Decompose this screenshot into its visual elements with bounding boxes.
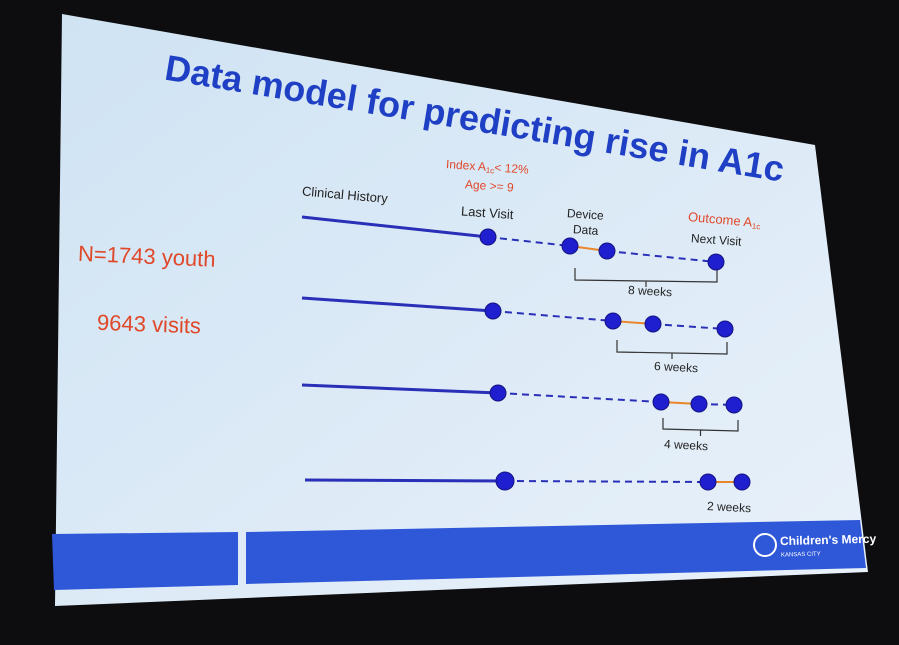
visit-dot (479, 228, 497, 246)
window-bracket (574, 268, 718, 287)
last-visit-label: Last Visit (461, 203, 515, 222)
visit-dot (484, 302, 502, 320)
timelines: 8 weeks 6 weeks 4 weeks 2 weeks (301, 215, 752, 515)
footer-bar-right (246, 520, 866, 584)
visit-dot (495, 471, 515, 491)
visit-dot (561, 237, 579, 255)
visit-dot (690, 395, 708, 413)
gap-line (606, 250, 717, 263)
clinical-history-line (301, 383, 499, 395)
visit-dot (733, 473, 751, 491)
visit-dot (707, 253, 725, 271)
window-bracket (662, 418, 739, 436)
window-label: 4 weeks (664, 437, 709, 453)
footer-bar-left (52, 532, 238, 590)
device-data-label: Device (567, 206, 605, 223)
clinical-history-line (301, 215, 489, 239)
clinical-history-line (304, 478, 506, 483)
logo-name: Children's Mercy (780, 532, 877, 549)
logo-icon (753, 533, 777, 557)
visit-dot (598, 242, 616, 260)
gap-line (504, 480, 709, 483)
visit-dot (652, 393, 670, 411)
window-label: 6 weeks (654, 359, 699, 375)
cohort-size: N=1743 youth (78, 241, 217, 272)
gap-line (652, 323, 726, 330)
visit-dot (716, 320, 734, 338)
window-bracket (616, 340, 728, 359)
device-data-label: Data (573, 222, 600, 238)
window-label: 8 weeks (628, 283, 673, 299)
logo-city: KANSAS CITY (781, 552, 821, 559)
gap-line (497, 392, 662, 403)
window-label: 2 weeks (707, 499, 752, 515)
outcome-label: Outcome A1c (687, 209, 761, 231)
logo: Children's Mercy KANSAS CITY (753, 532, 877, 559)
visit-dot (489, 384, 507, 402)
visit-count: 9643 visits (97, 310, 202, 339)
visit-dot (604, 312, 622, 330)
next-visit-label: Next Visit (691, 231, 743, 249)
gap-line (492, 310, 614, 322)
visit-dot (725, 396, 743, 414)
visit-dot (699, 473, 717, 491)
gap-line (487, 236, 571, 247)
visit-dot (644, 315, 662, 333)
clinical-history-line (301, 296, 494, 313)
age-criterion: Age >= 9 (465, 177, 515, 194)
index-criterion: Index A1c< 12% (446, 157, 530, 178)
